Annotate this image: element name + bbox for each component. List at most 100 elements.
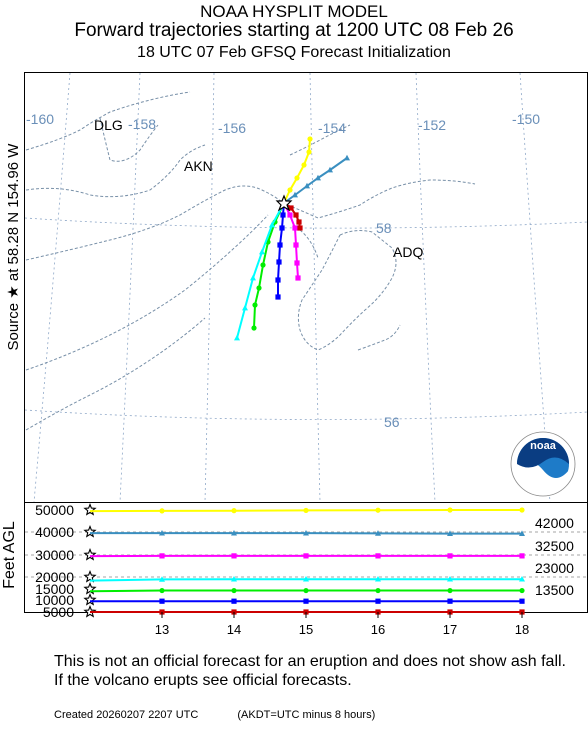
trajectory-figure: -160 -158 -156 -154 -152 -150 58 56 DLG … [24, 72, 588, 637]
trajectory-marker [292, 191, 298, 198]
trajectory-marker [275, 277, 281, 283]
trajectory-line [236, 202, 285, 339]
altitude-point [519, 530, 525, 537]
trajectory-marker [252, 302, 258, 308]
right-axis-label: 13500 [535, 582, 574, 598]
noaa-logo: noaa [510, 431, 576, 497]
right-axis-label: 32500 [535, 538, 574, 554]
footer: Created 20260207 2207 UTC (AKDT=UTC minu… [54, 709, 411, 721]
trajectory-marker [292, 225, 298, 231]
x-tick-label: 13 [155, 622, 169, 637]
trajectory-marker [288, 205, 294, 211]
altitude-point [231, 598, 237, 604]
altitude-point [447, 587, 453, 594]
created-timestamp: Created 20260207 2207 UTC [54, 709, 199, 721]
altitude-point [519, 575, 525, 582]
forecast-initialization: 18 UTC 07 Feb GFSQ Forecast Initializati… [137, 44, 451, 61]
right-axis-label: 23000 [535, 560, 574, 576]
place-adq: ADQ [393, 244, 423, 260]
y-tick-label: 30000 [35, 547, 74, 563]
lat-label: 56 [384, 414, 400, 430]
trajectory-marker [295, 275, 301, 281]
trajectory-marker [296, 219, 302, 225]
altitude-point [231, 575, 237, 582]
x-tick-label: 16 [371, 622, 385, 637]
trajectory-marker [315, 174, 321, 181]
y-tick-label: 50000 [35, 502, 74, 518]
trajectory-marker [344, 154, 350, 161]
source-star-icon [83, 581, 97, 595]
coastlines [25, 91, 476, 431]
trajectory-marker [301, 162, 307, 168]
trajectory-marker [287, 212, 293, 218]
altitude-point [375, 507, 381, 513]
trajectory-marker [287, 187, 293, 193]
altitude-point [231, 529, 237, 536]
lon-label: -160 [26, 111, 54, 127]
altitude-point [447, 575, 453, 582]
right-axis-label: 42000 [535, 515, 574, 531]
altitude-point [231, 587, 237, 594]
altitude-point [447, 553, 453, 559]
trajectory-marker [297, 225, 303, 231]
trajectory-marker [259, 248, 265, 255]
noaa-logo-text: noaa [530, 440, 557, 452]
altitude-point [447, 598, 453, 604]
lat-label: 58 [376, 220, 392, 236]
chart-title: Forward trajectories starting at 1200 UT… [74, 20, 514, 41]
lon-label: -152 [418, 117, 446, 133]
altitude-point [303, 507, 309, 514]
altitude-point [159, 508, 165, 514]
map-area: -160 -158 -156 -154 -152 -150 58 56 DLG … [24, 72, 588, 503]
altitude-point [159, 529, 165, 536]
altitude-point [375, 598, 381, 604]
altitude-point [159, 576, 165, 582]
altitude-point [447, 530, 453, 537]
trajectory-marker [276, 259, 282, 265]
trajectory-marker [294, 175, 300, 181]
trajectory-marker [327, 166, 333, 173]
model-title: NOAA HYSPLIT MODEL [200, 2, 388, 21]
x-tick-label: 18 [515, 622, 529, 637]
disclaimer-text: This is not an official forecast for an … [54, 653, 566, 689]
trajectory-marker [306, 149, 312, 155]
altitude-point [375, 530, 381, 536]
y-tick-label: 10000 [35, 592, 74, 608]
trajectory-marker [304, 182, 310, 189]
graticule-labels: -160 -158 -156 -154 -152 -150 58 56 [26, 111, 540, 430]
place-dlg: DLG [94, 117, 123, 133]
trajectory-marker [256, 285, 262, 291]
y-tick-label: 15000 [35, 581, 74, 597]
altitude-point [303, 598, 309, 604]
source-star-icon [83, 592, 97, 606]
lon-label: -154 [318, 120, 346, 136]
altitude-point [231, 553, 237, 559]
altitude-point [447, 507, 453, 513]
source-star-icon [83, 524, 97, 538]
graticule [24, 72, 588, 503]
trajectory-marker [250, 274, 256, 281]
altitude-point [303, 553, 309, 559]
trajectory-marker [293, 212, 299, 218]
altitude-point [303, 529, 309, 536]
y-tick-label: 5000 [43, 604, 74, 620]
map-frame [24, 72, 588, 503]
altitude-point [519, 553, 525, 559]
altitude-point [519, 507, 525, 513]
altitude-point [159, 587, 165, 594]
trajectory-marker [251, 325, 257, 331]
y-tick-label: 40000 [35, 524, 74, 540]
altitude-right-labels: 42000 32500 23000 13500 [535, 515, 574, 598]
altitude-x-ticks: 13 14 15 16 17 18 [155, 612, 529, 637]
altitude-point [375, 553, 381, 559]
lon-label: -158 [128, 116, 156, 132]
altitude-point [375, 587, 381, 594]
trajectory-marker [280, 212, 286, 218]
trajectory-marker [279, 225, 285, 231]
x-tick-label: 14 [227, 622, 241, 637]
trajectory-marker [293, 242, 299, 248]
altitude-point [375, 575, 381, 582]
trajectory-marker [260, 262, 266, 268]
altitude-point [159, 598, 165, 604]
